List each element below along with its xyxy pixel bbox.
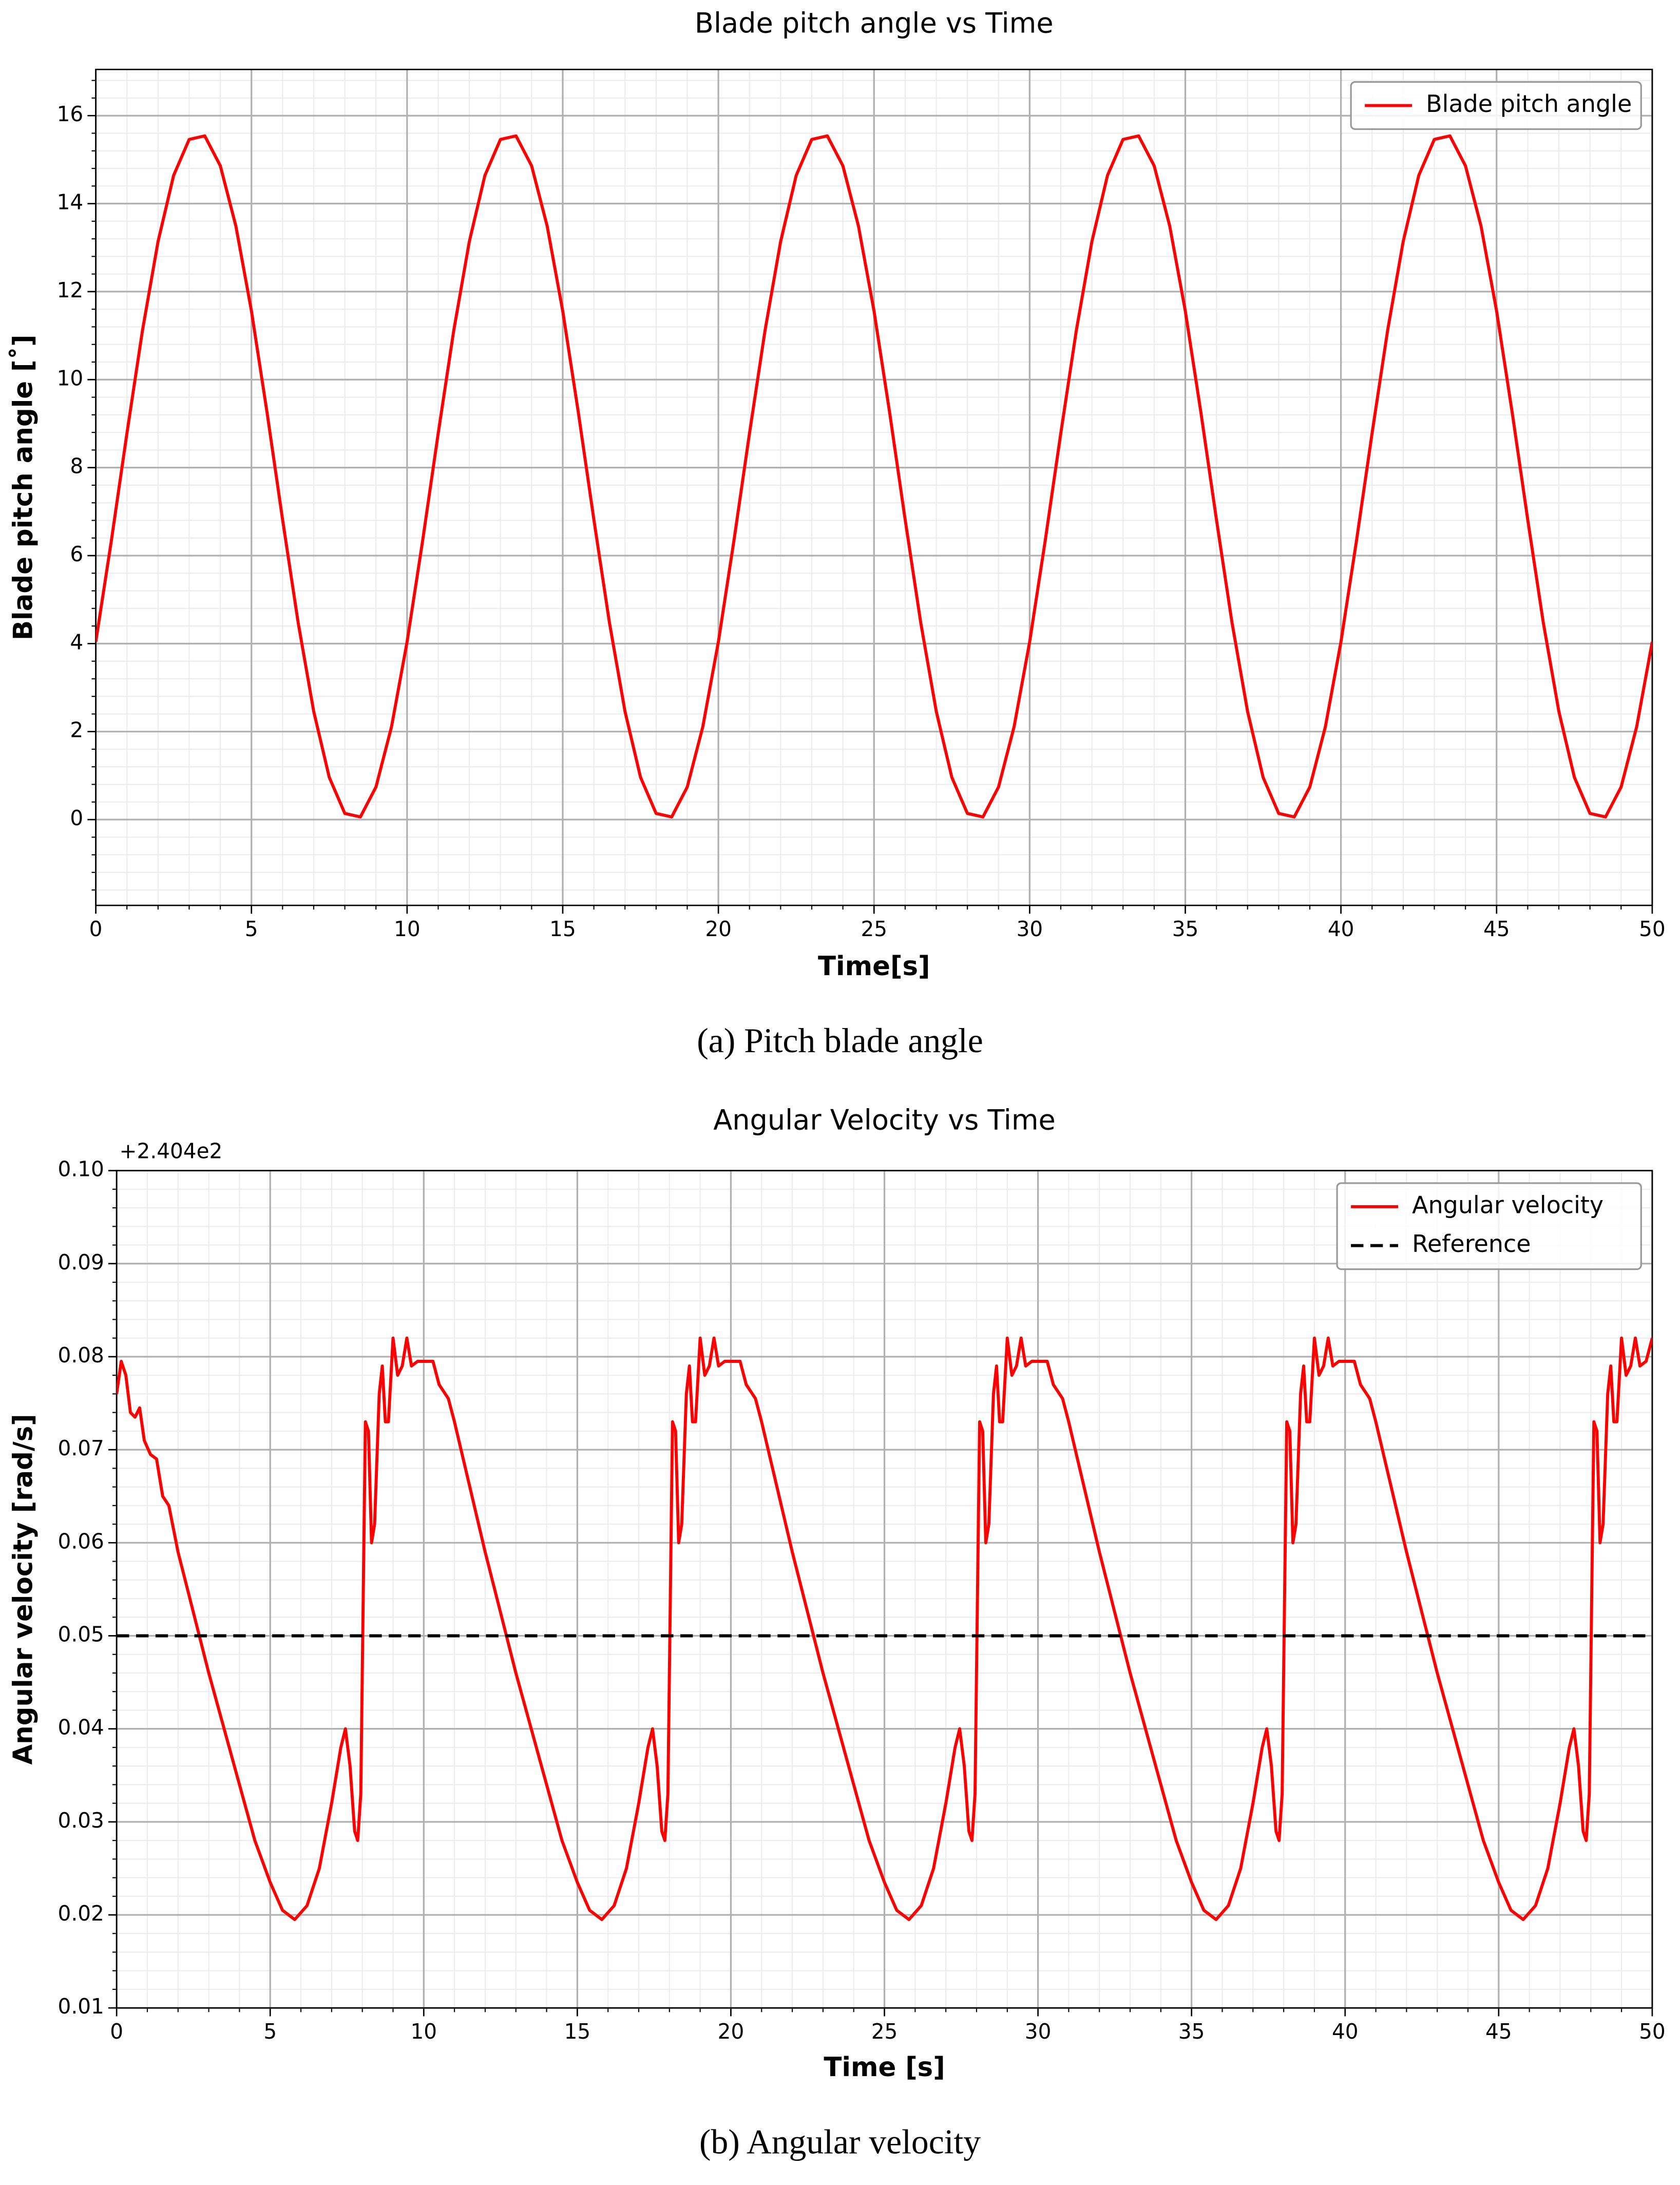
x-tick-label: 50 <box>1639 2019 1666 2044</box>
y-axis-label: Angular velocity [rad/s] <box>8 1414 39 1764</box>
y-tick-label: 10 <box>57 366 84 390</box>
y-tick-label: 0.08 <box>58 1343 104 1367</box>
plot-frame <box>116 1170 1653 2009</box>
y-offset-label: +2.404e2 <box>120 1138 223 1163</box>
y-tick-label: 0.03 <box>58 1808 104 1833</box>
chart-title: Blade pitch angle vs Time <box>695 7 1054 39</box>
y-tick-label: 14 <box>57 190 84 215</box>
y-tick-label: 0.06 <box>58 1529 104 1553</box>
legend-frame <box>1350 81 1642 130</box>
x-tick-label: 20 <box>705 917 732 941</box>
y-tick-label: 0.09 <box>58 1250 104 1275</box>
x-tick-label: 5 <box>245 917 258 941</box>
y-tick-label: 0.04 <box>58 1715 104 1740</box>
y-axis-label: Blade pitch angle [˚] <box>8 334 39 640</box>
legend-label: Reference <box>1412 1230 1531 1258</box>
x-tick-label: 40 <box>1332 2019 1359 2044</box>
y-tick-label: 0.10 <box>58 1157 104 1182</box>
y-tick-label: 0 <box>70 806 83 830</box>
y-tick-label: 0.02 <box>58 1901 104 1926</box>
y-tick-label: 4 <box>70 630 83 654</box>
x-tick-label: 30 <box>1025 2019 1052 2044</box>
x-tick-label: 50 <box>1639 917 1666 941</box>
x-tick-label: 25 <box>871 2019 898 2044</box>
y-tick-label: 6 <box>70 542 83 566</box>
x-tick-label: 25 <box>861 917 887 941</box>
caption: (b) Angular velocity <box>699 2122 981 2161</box>
y-tick-label: 0.01 <box>58 1994 104 2019</box>
x-tick-label: 45 <box>1483 917 1510 941</box>
y-tick-label: 0.07 <box>58 1436 104 1460</box>
x-tick-label: 30 <box>1017 917 1043 941</box>
legend-label: Angular velocity <box>1412 1191 1603 1219</box>
x-tick-label: 5 <box>263 2019 277 2044</box>
x-tick-label: 0 <box>110 2019 123 2044</box>
x-axis-label: Time [s] <box>824 2052 945 2083</box>
y-tick-label: 16 <box>57 102 84 126</box>
y-tick-label: 0.05 <box>58 1622 104 1646</box>
x-axis-label: Time[s] <box>818 951 930 982</box>
x-tick-label: 10 <box>410 2019 437 2044</box>
x-tick-label: 10 <box>394 917 421 941</box>
x-tick-label: 15 <box>564 2019 591 2044</box>
data-line <box>117 1336 1652 1922</box>
y-tick-label: 8 <box>70 454 83 479</box>
plot-frame <box>95 68 1653 906</box>
x-tick-label: 40 <box>1328 917 1354 941</box>
legend-label: Blade pitch angle <box>1426 90 1632 118</box>
x-tick-label: 35 <box>1172 917 1199 941</box>
data-line <box>96 134 1652 819</box>
chart-title: Angular Velocity vs Time <box>713 1104 1055 1136</box>
legend-frame <box>1336 1182 1642 1270</box>
x-tick-label: 15 <box>549 917 576 941</box>
y-tick-label: 2 <box>70 718 83 743</box>
x-tick-label: 45 <box>1485 2019 1512 2044</box>
x-tick-label: 20 <box>718 2019 744 2044</box>
y-tick-label: 12 <box>57 278 84 302</box>
x-tick-label: 35 <box>1178 2019 1205 2044</box>
x-tick-label: 0 <box>89 917 103 941</box>
caption: (a) Pitch blade angle <box>697 1021 983 1060</box>
